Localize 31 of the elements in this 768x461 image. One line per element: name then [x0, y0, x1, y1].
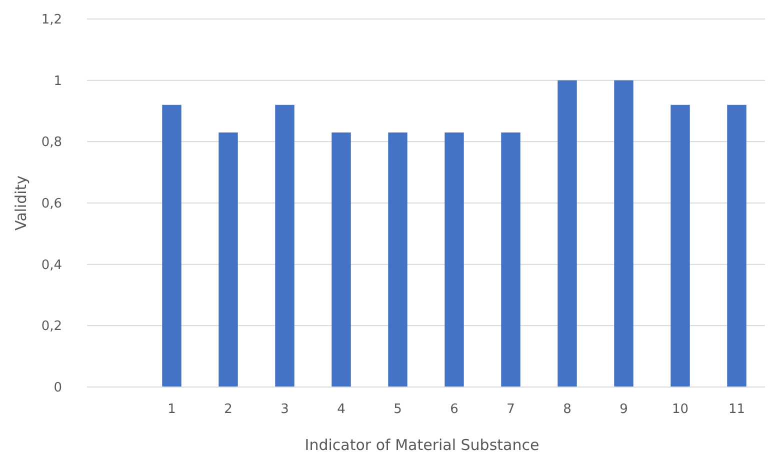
x-tick-label: 10 — [672, 402, 689, 417]
x-tick-label: 3 — [280, 402, 289, 417]
x-tick-label: 1 — [168, 402, 176, 417]
bar — [727, 104, 746, 387]
bar — [501, 132, 520, 387]
y-tick-label: 0,4 — [41, 258, 62, 273]
bar — [332, 132, 351, 387]
y-tick-label: 0 — [54, 380, 62, 396]
x-tick-label: 6 — [450, 402, 458, 417]
y-tick-label: 1 — [54, 74, 62, 89]
x-tick-label: 9 — [620, 402, 628, 417]
y-tick-label: 0,6 — [41, 196, 62, 212]
x-tick-label: 4 — [337, 402, 346, 417]
y-tick-label: 1,2 — [41, 12, 62, 28]
bar — [388, 132, 408, 387]
bar — [275, 104, 294, 387]
bar — [218, 132, 238, 387]
y-tick-label: 0,2 — [41, 319, 62, 334]
bar — [558, 80, 577, 387]
x-tick-label: 5 — [394, 402, 402, 417]
x-axis-title: Indicator of Material Substance — [304, 436, 540, 454]
bar — [162, 104, 182, 387]
bar — [670, 104, 690, 387]
y-axis-title: Validity — [12, 175, 30, 231]
x-tick-label: 8 — [563, 402, 572, 417]
x-tick-label: 2 — [224, 402, 232, 417]
x-tick-label: 11 — [728, 402, 746, 417]
x-tick-label: 7 — [506, 402, 515, 417]
y-tick-label: 0,8 — [41, 135, 62, 150]
bar — [614, 80, 634, 387]
bar — [444, 132, 464, 387]
